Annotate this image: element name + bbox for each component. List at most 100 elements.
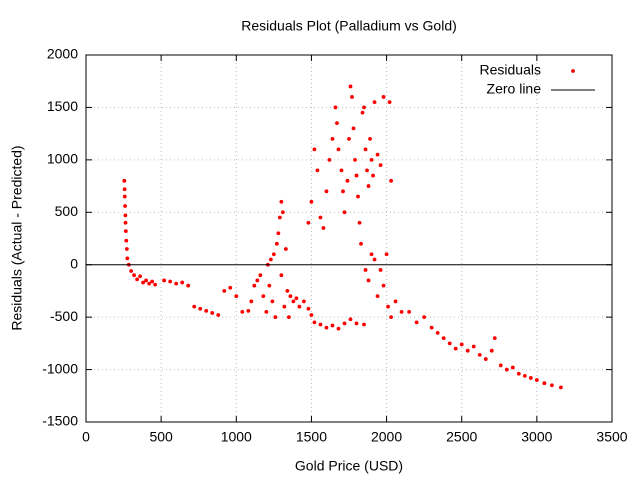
data-point: [522, 373, 527, 378]
data-point: [294, 296, 299, 301]
data-point: [327, 157, 332, 162]
data-point: [186, 283, 191, 288]
data-point: [389, 178, 393, 183]
data-point: [309, 199, 314, 204]
x-axis-label: Gold Price (USD): [295, 458, 403, 474]
data-point: [333, 105, 338, 110]
data-point: [324, 189, 329, 194]
data-point: [407, 310, 412, 314]
data-point: [348, 317, 353, 322]
data-point: [542, 381, 547, 386]
data-point: [366, 184, 371, 188]
data-point: [122, 187, 127, 192]
data-point: [371, 173, 375, 178]
data-point: [342, 321, 347, 326]
data-point: [357, 220, 362, 225]
data-point: [347, 136, 351, 141]
x-tick-label: 2000: [371, 429, 402, 445]
data-point: [354, 321, 359, 326]
data-point: [246, 308, 251, 313]
data-point: [360, 110, 365, 115]
data-point: [249, 299, 254, 304]
data-point: [125, 256, 130, 261]
x-tick-label: 500: [149, 429, 173, 445]
data-point: [306, 306, 311, 311]
data-point: [471, 344, 476, 349]
data-point: [302, 299, 306, 304]
data-point: [504, 367, 509, 372]
data-point: [150, 279, 155, 284]
data-point: [498, 363, 503, 368]
data-point: [277, 215, 282, 220]
data-point: [365, 168, 369, 173]
x-tick-label: 1500: [296, 429, 327, 445]
data-point: [362, 322, 366, 327]
data-point: [559, 385, 563, 390]
data-point: [372, 257, 377, 262]
data-point: [330, 136, 335, 141]
data-point: [318, 215, 323, 220]
data-point: [268, 257, 273, 262]
data-point: [350, 95, 354, 99]
x-tick-label: 3000: [521, 429, 552, 445]
data-point: [363, 268, 368, 272]
chart-title: Residuals Plot (Palladium vs Gold): [241, 18, 457, 34]
data-point: [282, 304, 287, 309]
legend-marker: [571, 69, 575, 73]
data-point: [378, 268, 383, 272]
data-point: [459, 342, 464, 347]
data-point: [228, 285, 233, 290]
data-point: [147, 281, 152, 286]
data-point: [399, 310, 404, 314]
plot-frame: [85, 54, 613, 423]
data-point: [366, 278, 371, 283]
y-tick-label: -1000: [42, 360, 78, 376]
data-point: [441, 336, 446, 341]
data-point: [279, 199, 284, 204]
data-point: [384, 252, 389, 257]
data-point: [180, 280, 185, 285]
data-point: [336, 326, 341, 331]
data-point: [330, 323, 335, 328]
data-point: [141, 280, 146, 285]
y-tick-label: 2000: [47, 46, 78, 62]
y-tick-label: 1000: [47, 151, 78, 167]
data-point: [291, 299, 296, 304]
data-point: [174, 281, 179, 286]
data-point: [477, 352, 482, 357]
data-point: [422, 315, 427, 320]
data-point: [393, 299, 398, 304]
y-tick-label: 0: [70, 255, 78, 271]
legend-label: Residuals: [480, 62, 541, 78]
data-point: [271, 252, 276, 257]
data-point: [135, 277, 139, 282]
y-tick-label: -1500: [42, 413, 78, 429]
data-point: [276, 231, 281, 236]
data-point: [124, 238, 129, 243]
data-point: [240, 310, 245, 314]
data-point: [483, 357, 488, 361]
data-point: [339, 168, 344, 173]
data-point: [381, 95, 386, 99]
data-point: [353, 157, 357, 162]
data-point: [321, 226, 326, 230]
data-point: [270, 299, 275, 304]
data-point: [274, 241, 279, 246]
data-point: [312, 147, 317, 152]
data-point: [348, 84, 353, 89]
data-point: [129, 269, 133, 273]
data-point: [267, 283, 272, 288]
data-point: [285, 289, 290, 293]
data-point: [122, 178, 127, 183]
data-point: [528, 376, 533, 380]
data-point: [216, 313, 221, 317]
data-point: [351, 126, 356, 131]
data-point: [162, 278, 167, 283]
data-point: [273, 315, 278, 320]
data-point: [198, 306, 203, 311]
data-point: [345, 178, 350, 183]
data-point: [288, 294, 293, 299]
data-point: [286, 315, 291, 320]
